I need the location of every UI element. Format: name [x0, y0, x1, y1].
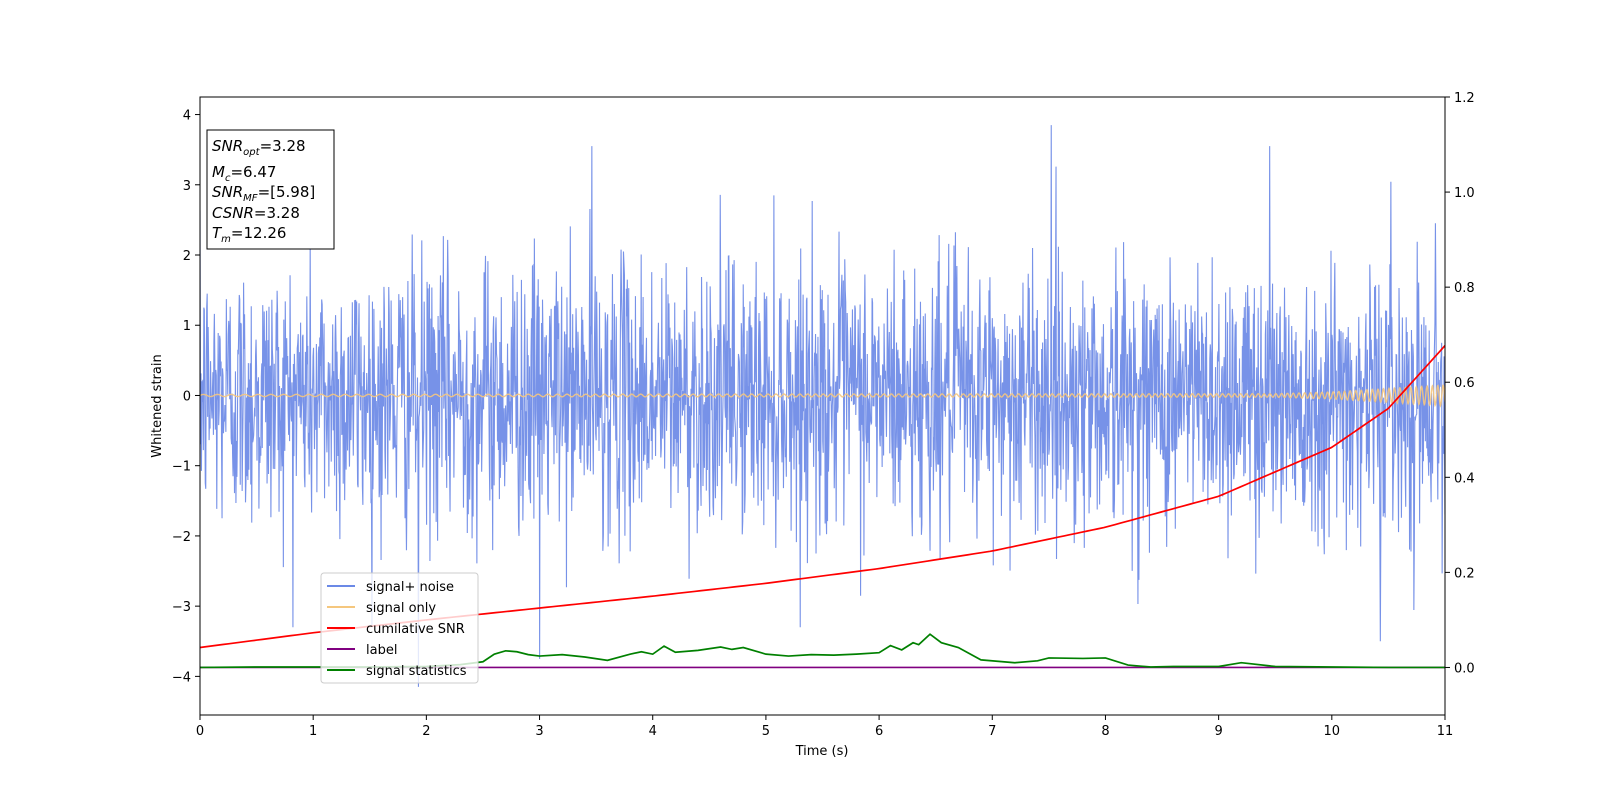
plot-frame	[199, 96, 1446, 716]
info-row-value: =12.26	[231, 224, 287, 242]
legend-label-cumilative-snr: cumilative SNR	[366, 622, 465, 637]
legend-label-signal-only: signal only	[366, 601, 436, 616]
x-tick-label: 6	[875, 724, 883, 739]
y-tick-label: −3	[172, 600, 191, 615]
info-row-value: =3.28	[260, 137, 306, 155]
info-row-symbol: SNR	[212, 137, 243, 155]
y-tick-label: −2	[172, 530, 191, 545]
x-tick-label: 11	[1437, 724, 1454, 739]
x-tick-label: 3	[535, 724, 543, 739]
info-row-subscript: MF	[243, 193, 258, 204]
x-tick-label: 5	[762, 724, 770, 739]
y2-tick-label: 0.4	[1454, 471, 1475, 486]
y-tick-label: 4	[183, 109, 191, 124]
x-tick-label: 0	[196, 724, 204, 739]
x-axis: 0 1 2 3 4 5 6 7 8 9 10 11	[196, 715, 1453, 739]
y2-tick-label: 1.0	[1454, 186, 1475, 201]
y2-tick-label: 0.0	[1454, 661, 1475, 676]
x-tick-label: 1	[309, 724, 317, 739]
x-tick-label: 9	[1214, 724, 1222, 739]
y2-tick-label: 1.2	[1454, 91, 1475, 106]
y2-tick-label: 0.2	[1454, 566, 1475, 581]
y2-tick-label: 0.6	[1454, 376, 1475, 391]
legend-label-signal-noise: signal+ noise	[366, 580, 454, 595]
x-tick-label: 8	[1101, 724, 1109, 739]
info-row: SNRopt=3.28	[212, 137, 306, 158]
y-axis-right: 0.0 0.2 0.4 0.6 0.8 1.0 1.2	[1445, 91, 1475, 676]
x-axis-label: Time (s)	[795, 744, 849, 759]
y2-tick-label: 0.8	[1454, 281, 1475, 296]
legend-label-label: label	[366, 643, 397, 658]
x-tick-label: 10	[1324, 724, 1341, 739]
y-tick-label: 2	[183, 249, 191, 264]
info-row-symbol: T	[212, 224, 223, 242]
info-row: Tm=12.26	[212, 224, 286, 245]
y-tick-label: −1	[172, 460, 191, 475]
legend: signal+ noise signal only cumilative SNR la…	[320, 572, 479, 684]
info-row-subscript: m	[221, 234, 231, 245]
legend-frame	[320, 572, 479, 684]
y-tick-label: 0	[183, 389, 191, 404]
info-box-frame	[206, 129, 335, 250]
info-row-value: =3.28	[254, 204, 300, 222]
info-row-subscript: opt	[243, 147, 260, 158]
info-box: SNRopt=3.28Mc=6.47SNRMF=[5.98]CSNR=3.28T…	[206, 129, 335, 250]
legend-label-signal-statistics: signal statistics	[366, 664, 467, 679]
info-row-value: =[5.98]	[258, 183, 316, 201]
series-signal-only	[200, 384, 1445, 408]
info-row-symbol: CSNR	[212, 204, 254, 222]
info-row: Mc=6.47	[212, 163, 276, 184]
y-axis-left: −4 −3 −2 −1 0 1 2 3 4	[172, 109, 200, 685]
x-tick-label: 4	[649, 724, 657, 739]
series-signal-noise	[200, 125, 1445, 687]
info-row-value: =6.47	[230, 163, 276, 181]
info-row-symbol: SNR	[212, 183, 243, 201]
x-tick-label: 2	[422, 724, 430, 739]
y-tick-label: 3	[183, 179, 191, 194]
info-row-subscript: c	[225, 173, 231, 184]
info-row: CSNR=3.28	[212, 204, 300, 222]
y-tick-label: −4	[172, 670, 191, 685]
info-row-symbol: M	[212, 163, 225, 181]
series-signal-statistics	[200, 633, 1445, 669]
y-axis-label: Whitened strain	[150, 354, 165, 457]
x-tick-label: 7	[988, 724, 996, 739]
y-tick-label: 1	[183, 319, 191, 334]
info-row: SNRMF=[5.98]	[212, 183, 315, 204]
